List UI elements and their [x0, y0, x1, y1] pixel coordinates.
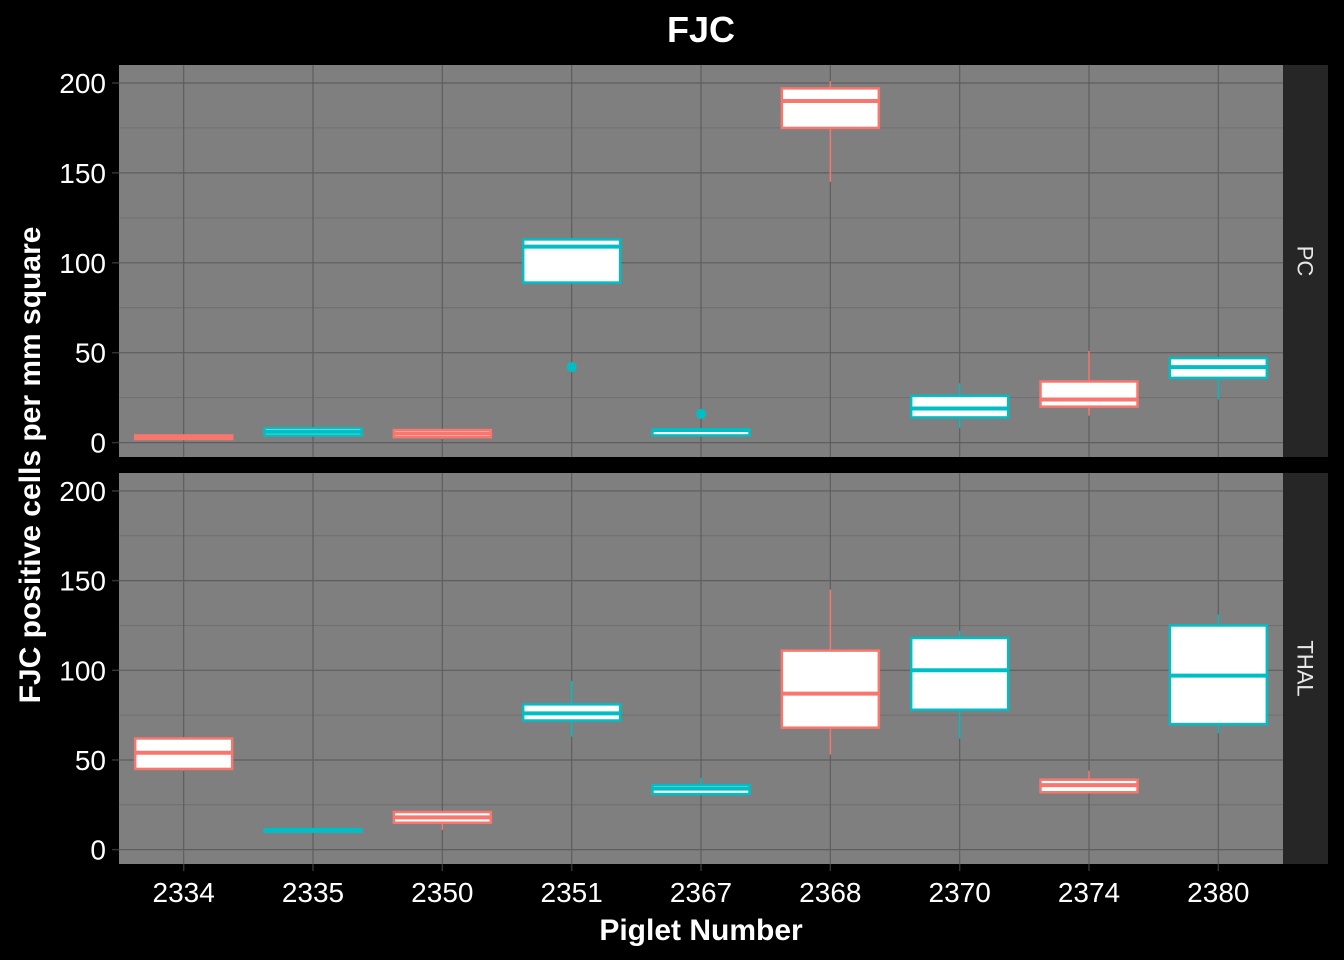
- y-tick-label: 150: [59, 158, 106, 189]
- box-2351: [521, 681, 622, 737]
- x-tick-label: 2335: [282, 877, 344, 908]
- y-tick-label: 0: [90, 835, 106, 866]
- box-2350: [392, 810, 493, 830]
- box-body: [909, 636, 1010, 712]
- strip-background: [1283, 65, 1328, 457]
- y-tick-label: 100: [59, 248, 106, 279]
- strip-label: PC: [1293, 246, 1318, 277]
- box-2368: [780, 81, 881, 182]
- box-2350: [392, 428, 493, 440]
- box-2370: [909, 630, 1010, 739]
- box-2370: [909, 383, 1010, 429]
- x-tick-label: 2351: [541, 877, 603, 908]
- box-2334: [133, 434, 234, 441]
- box-body: [1039, 380, 1139, 408]
- strip-background: [1283, 473, 1328, 864]
- box-2335: [263, 827, 363, 833]
- box-2380: [1168, 614, 1269, 734]
- x-axis: 2334 2335 2350 2351 2367 2368 2370 2374 2380: [153, 864, 1249, 908]
- y-tick-label: 200: [59, 476, 106, 507]
- outlier-point: [696, 408, 706, 419]
- strip-label: THAL: [1293, 640, 1318, 696]
- box-2335: [263, 426, 363, 437]
- x-tick-label: 2367: [670, 877, 732, 908]
- outlier-point: [566, 362, 577, 373]
- y-tick-label: 50: [75, 745, 106, 776]
- y-tick-label: 200: [59, 68, 106, 99]
- box-2380: [1168, 356, 1269, 400]
- chart-title: FJC: [667, 9, 735, 50]
- box-2368: [780, 589, 881, 755]
- y-tick-label: 100: [59, 655, 106, 686]
- box-2367: [651, 777, 751, 796]
- y-tick-label: 0: [90, 428, 106, 459]
- x-axis-title: Piglet Number: [599, 914, 803, 947]
- y-tick-label: 150: [59, 566, 106, 597]
- y-axis-title: FJC positive cells per mm square: [14, 227, 47, 704]
- x-tick-label: 2350: [411, 877, 473, 908]
- box-body: [780, 87, 881, 130]
- box-2334: [133, 737, 234, 771]
- x-tick-label: 2374: [1058, 877, 1120, 908]
- panels-layer: 0 50 100 150 200 PC 0 50 100 150 200 THAL: [59, 65, 1328, 866]
- box-2374: [1039, 350, 1139, 416]
- x-tick-label: 2334: [153, 877, 215, 908]
- box-body: [780, 649, 881, 729]
- box-2374: [1039, 770, 1139, 794]
- x-tick-label: 2368: [799, 877, 861, 908]
- x-tick-label: 2380: [1187, 877, 1249, 908]
- y-tick-label: 50: [75, 338, 106, 369]
- panel-pc: 0 50 100 150 200 PC: [59, 65, 1328, 459]
- box-2351: [521, 238, 622, 373]
- x-tick-label: 2370: [929, 877, 991, 908]
- box-2367: [651, 408, 751, 437]
- panel-thal: 0 50 100 150 200 THAL: [59, 473, 1328, 866]
